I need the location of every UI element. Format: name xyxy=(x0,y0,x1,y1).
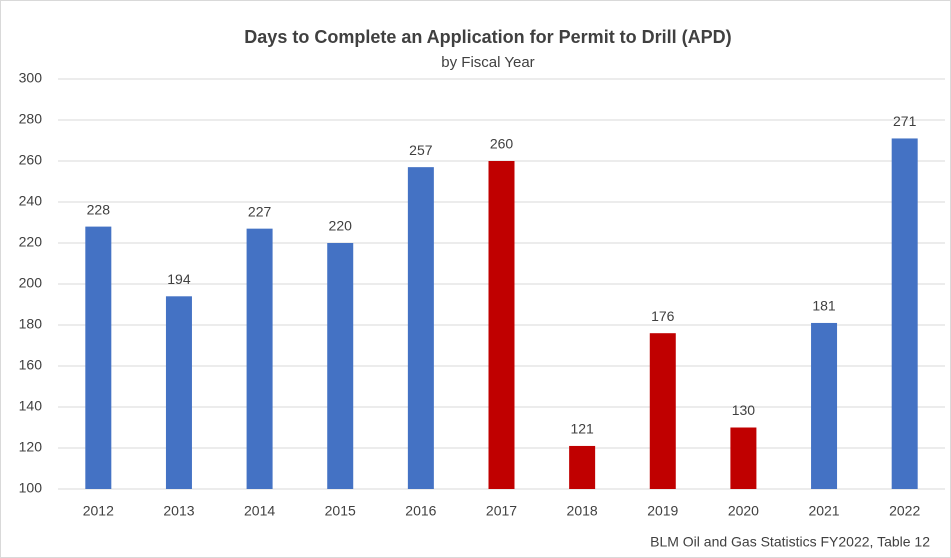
bar xyxy=(488,161,515,489)
bar xyxy=(649,333,676,489)
x-tick-label: 2014 xyxy=(244,503,275,519)
y-tick-label: 240 xyxy=(19,193,43,209)
y-tick-label: 300 xyxy=(19,70,43,86)
y-tick-label: 260 xyxy=(19,152,43,168)
data-label: 257 xyxy=(409,142,433,158)
x-tick-label: 2016 xyxy=(405,503,436,519)
y-tick-label: 280 xyxy=(19,111,43,127)
data-label: 176 xyxy=(651,308,675,324)
x-tick-label: 2017 xyxy=(486,503,517,519)
bar xyxy=(569,445,596,489)
y-tick-label: 220 xyxy=(19,234,43,250)
bar xyxy=(407,167,434,489)
y-tick-label: 160 xyxy=(19,357,43,373)
x-tick-label: 2013 xyxy=(163,503,194,519)
data-label: 130 xyxy=(732,402,756,418)
data-label: 227 xyxy=(248,203,272,219)
bar xyxy=(85,226,112,489)
data-label: 271 xyxy=(893,113,917,129)
y-tick-label: 120 xyxy=(19,439,43,455)
data-label: 220 xyxy=(329,218,353,234)
source-note: BLM Oil and Gas Statistics FY2022, Table… xyxy=(650,534,930,550)
y-tick-label: 200 xyxy=(19,275,43,291)
bar xyxy=(246,228,273,489)
bar xyxy=(165,296,192,489)
chart-title: Days to Complete an Application for Perm… xyxy=(244,27,731,47)
x-tick-label: 2012 xyxy=(83,503,114,519)
data-label: 228 xyxy=(87,201,111,217)
x-tick-label: 2020 xyxy=(728,503,759,519)
data-label: 260 xyxy=(490,136,514,152)
chart-subtitle: by Fiscal Year xyxy=(441,54,534,71)
y-tick-label: 180 xyxy=(19,316,43,332)
data-label: 121 xyxy=(570,421,594,437)
x-tick-label: 2019 xyxy=(647,503,678,519)
x-tick-label: 2022 xyxy=(889,503,920,519)
bar xyxy=(730,427,757,489)
x-tick-label: 2018 xyxy=(567,503,598,519)
y-tick-label: 140 xyxy=(19,398,43,414)
data-label: 181 xyxy=(812,298,836,314)
bar xyxy=(811,322,838,489)
bar xyxy=(327,243,354,489)
bar xyxy=(891,138,918,489)
x-tick-label: 2015 xyxy=(325,503,356,519)
x-tick-label: 2021 xyxy=(808,503,839,519)
y-tick-label: 100 xyxy=(19,480,43,496)
data-label: 194 xyxy=(167,271,191,287)
